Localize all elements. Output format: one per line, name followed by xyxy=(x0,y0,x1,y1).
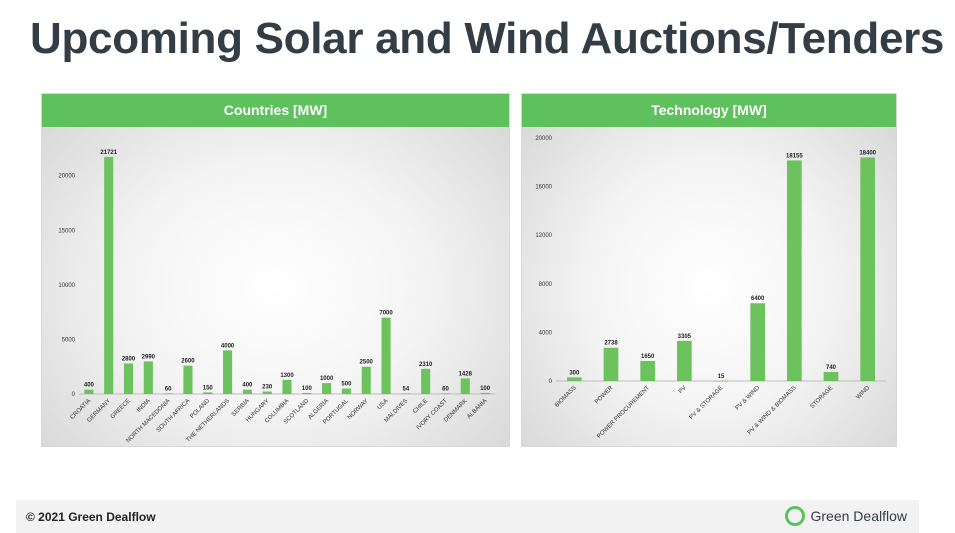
data-label: 2800 xyxy=(122,356,136,362)
data-label: 2990 xyxy=(142,354,156,360)
data-label: 300 xyxy=(569,370,580,376)
y-tick-label: 20000 xyxy=(58,174,75,180)
bar xyxy=(480,392,490,394)
countries-chart-title: Countries [MW] xyxy=(42,94,509,127)
bar xyxy=(242,389,252,394)
data-label: 1650 xyxy=(641,354,655,360)
data-label: 7000 xyxy=(379,311,393,317)
x-tick-label: ALBANIA xyxy=(466,398,488,420)
x-tick-label: STORAGE xyxy=(809,385,834,410)
data-label: 1000 xyxy=(320,376,334,382)
data-label: 15 xyxy=(718,374,725,380)
bar xyxy=(750,303,765,381)
data-label: 18155 xyxy=(786,153,803,159)
data-label: 4000 xyxy=(221,343,235,349)
data-label: 100 xyxy=(302,386,313,392)
x-tick-label: USA xyxy=(376,398,389,411)
bar xyxy=(440,393,451,394)
bar xyxy=(282,379,292,394)
data-label: 3305 xyxy=(678,334,692,340)
y-tick-label: 8000 xyxy=(539,282,553,288)
bar xyxy=(381,317,391,394)
y-tick-label: 5000 xyxy=(62,337,76,343)
y-tick-label: 10000 xyxy=(58,283,75,289)
data-label: 60 xyxy=(442,386,449,392)
bar xyxy=(302,392,312,394)
data-label: 100 xyxy=(480,386,491,392)
bar xyxy=(421,368,431,394)
data-label: 1300 xyxy=(280,373,294,379)
x-tick-label: POWER xyxy=(594,385,615,406)
data-label: 2738 xyxy=(604,341,618,347)
bar xyxy=(860,157,875,381)
bar xyxy=(361,366,371,394)
bar xyxy=(677,340,692,381)
x-tick-label: GREECE xyxy=(110,398,132,420)
bar xyxy=(163,393,173,394)
bar xyxy=(567,377,582,381)
bar xyxy=(322,383,332,394)
y-tick-label: 0 xyxy=(549,379,553,385)
bar xyxy=(603,347,619,381)
x-tick-label: INDIA xyxy=(136,398,152,414)
bar xyxy=(143,361,153,394)
page-title: Upcoming Solar and Wind Auctions/Tenders xyxy=(30,14,945,63)
data-label: 2500 xyxy=(360,360,374,366)
y-tick-label: 0 xyxy=(72,392,76,398)
countries-chart-panel: Countries [MW] 0 5000 10000 15000 20000 400 CR… xyxy=(41,93,510,447)
x-tick-label: CHILE xyxy=(412,398,429,415)
bar xyxy=(203,392,213,394)
bar xyxy=(183,365,193,394)
copyright-text: © 2021 Green Dealflow xyxy=(26,510,156,524)
x-tick-label: WIND xyxy=(856,385,872,401)
y-tick-label: 15000 xyxy=(58,228,75,234)
data-label: 2310 xyxy=(419,362,433,368)
y-tick-label: 16000 xyxy=(535,185,552,191)
countries-bar-chart: 05000100001500020000400CROATIA21721GERMA… xyxy=(58,150,495,444)
data-label: 6400 xyxy=(751,296,765,302)
logo-ring-icon xyxy=(784,506,805,526)
technology-bar-chart: 0 4000 8000 12000 16000 20000 300 BIOMASS 2738 PO… xyxy=(535,136,886,440)
x-tick-label: PV xyxy=(678,385,688,395)
x-tick-label: SERBIA xyxy=(231,398,251,418)
technology-chart-panel: Technology [MW] 0 4000 8000 12000 16000 20000… xyxy=(521,93,897,447)
bar xyxy=(713,380,729,382)
brand-logo: Green Dealflow xyxy=(784,506,908,526)
data-label: 740 xyxy=(826,365,837,371)
x-tick-label: PV & STORAGE xyxy=(689,385,725,421)
data-label: 230 xyxy=(262,384,273,390)
footer-bar: © 2021 Green Dealflow Green Dealflow xyxy=(16,500,919,533)
bar xyxy=(787,160,802,381)
y-tick-label: 20000 xyxy=(535,136,552,142)
bar xyxy=(640,360,655,381)
x-tick-label: PV & WIND xyxy=(735,385,762,412)
data-label: 400 xyxy=(84,383,95,389)
data-label: 54 xyxy=(403,386,410,392)
bar xyxy=(104,156,114,394)
bar xyxy=(823,372,839,381)
x-tick-label: NORWAY xyxy=(347,398,370,421)
data-label: 400 xyxy=(242,383,253,389)
y-tick-label: 4000 xyxy=(539,330,553,336)
bar xyxy=(84,389,94,394)
data-label: 60 xyxy=(165,386,172,392)
y-tick-label: 12000 xyxy=(535,233,552,239)
data-label: 150 xyxy=(203,385,214,391)
bar xyxy=(223,350,233,394)
bar xyxy=(460,378,470,394)
bar xyxy=(262,391,272,394)
data-label: 2600 xyxy=(181,359,195,365)
data-label: 1428 xyxy=(459,371,473,377)
bar xyxy=(341,388,351,394)
data-label: 18400 xyxy=(859,150,876,156)
logo-text: Green Dealflow xyxy=(810,508,908,524)
bar xyxy=(123,363,134,394)
bar xyxy=(401,393,411,395)
technology-chart-title: Technology [MW] xyxy=(522,94,896,127)
data-label: 21721 xyxy=(100,150,117,156)
x-tick-label: BIOMASS xyxy=(554,385,578,409)
data-label: 500 xyxy=(341,382,352,388)
